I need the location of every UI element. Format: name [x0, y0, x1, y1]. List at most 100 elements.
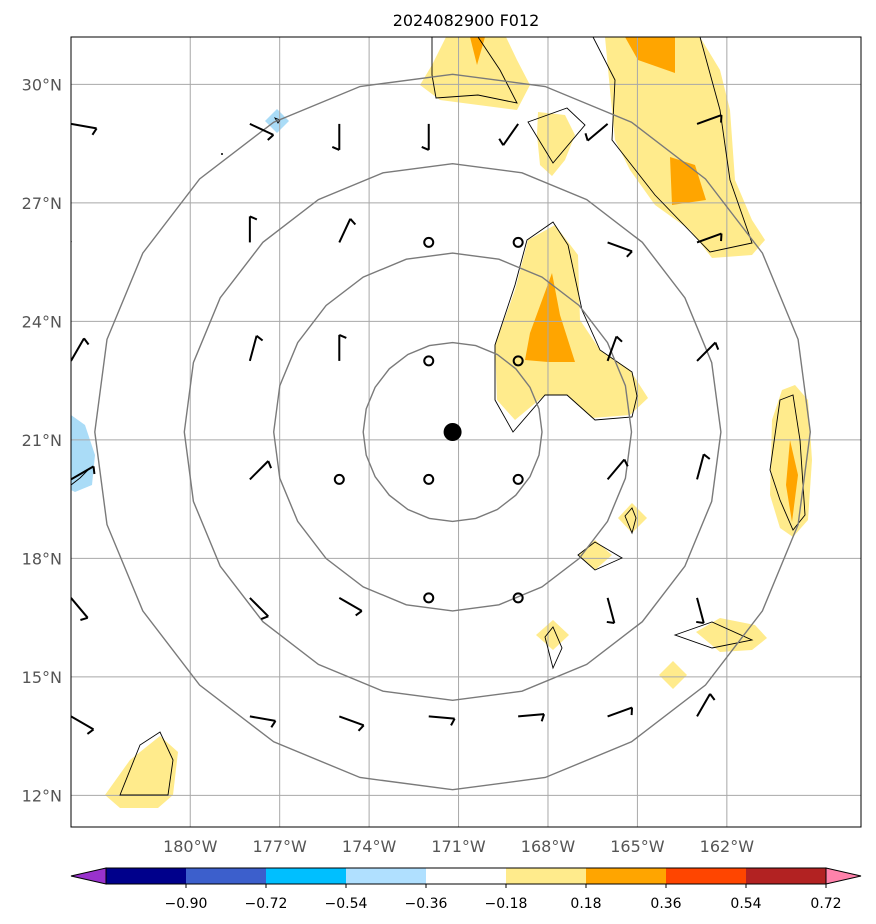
storm-center-marker: [443, 423, 462, 441]
lat-tick-label-1: 15°N: [22, 668, 62, 687]
graticule: [71, 37, 861, 827]
outline-north: [431, 37, 518, 104]
colorbar-tick-label-5: 0.18: [570, 896, 601, 912]
colorbar-segment-8: [666, 868, 747, 884]
outline-center: [494, 221, 638, 433]
outline-west: [71, 469, 89, 486]
anomaly-fill: [71, 37, 812, 808]
colorbar-segment-4: [346, 868, 427, 884]
colorbar-tick-label-6: 0.36: [650, 896, 681, 912]
lat-tick-label-4: 24°N: [22, 312, 62, 331]
wind-barb-24: [606, 597, 616, 625]
fill-region-north: [420, 37, 530, 110]
wind-barb-31: [607, 706, 634, 718]
wind-barb-28: [338, 715, 365, 732]
calm-marker-1: [512, 236, 524, 248]
wind-barb-0: [71, 122, 98, 136]
colorbar-segment-6: [506, 868, 587, 884]
wind-barb-22: [249, 597, 269, 621]
range-rings: [94, 73, 812, 791]
wind-barb-16: [696, 341, 720, 362]
latitude-labels: 12°N 15°N 18°N 21°N 24°N 27°N 30°N: [22, 75, 62, 805]
fill-orange-northeast-2: [670, 157, 706, 205]
map-panel: [70, 36, 862, 828]
lat-tick-label-2: 18°N: [22, 549, 62, 568]
colorbar-segment-2: [186, 868, 267, 884]
wind-barb-32: [696, 693, 716, 717]
colorbar-segment-5: [426, 868, 507, 884]
outline-small-3: [544, 626, 563, 670]
colorbar-tick-label-8: 0.72: [810, 896, 841, 912]
colorbar-segment-7: [586, 868, 667, 884]
wind-barb-27: [249, 715, 277, 728]
wind-barb-30: [518, 713, 546, 722]
colorbar-frame: [105, 867, 827, 885]
outline-north-small: [527, 107, 586, 164]
wind-barb-13: [248, 335, 264, 362]
wind-barb-25: [696, 597, 705, 625]
fill-region-west: [71, 415, 95, 492]
small-dot-marker: [221, 153, 223, 155]
calm-marker-6: [512, 473, 524, 485]
fill-region-small-1: [618, 503, 647, 533]
colorbar-tick-label-3: −0.36: [405, 896, 448, 912]
map-background: [71, 37, 861, 827]
lon-tick-label-2: 174°W: [342, 837, 397, 856]
lon-tick-label-3: 171°W: [431, 837, 486, 856]
calm-marker-8: [512, 592, 524, 604]
colorbar-segment-9: [746, 868, 827, 884]
colorbar-tick-label-2: −0.54: [325, 896, 368, 912]
wind-barb-2: [331, 123, 341, 151]
range-ring-3: [94, 73, 812, 791]
colorbar-segment-1: [106, 868, 187, 884]
calm-marker-7: [423, 592, 435, 604]
fill-orange-north: [470, 37, 485, 65]
outline-southeast: [673, 621, 754, 649]
lon-tick-label-1: 177°W: [252, 837, 307, 856]
fill-region-north-small: [537, 112, 575, 176]
outline-northeast: [592, 37, 753, 253]
wind-barb-4: [498, 123, 519, 146]
fill-region-southeast: [696, 618, 767, 652]
outline-small-2: [577, 541, 623, 571]
lat-tick-label-0: 12°N: [22, 786, 62, 805]
fill-orange-east: [786, 440, 798, 522]
wind-barb-5: [584, 123, 609, 142]
wind-barb-11: [696, 232, 723, 244]
lon-tick-label-5: 165°W: [610, 837, 665, 856]
outline-small-1: [624, 507, 637, 535]
lat-tick-label-6: 30°N: [22, 75, 62, 94]
colorbar: −0.90 −0.72 −0.54 −0.36 −0.18 0.18 0.36 0.54 0.7…: [70, 867, 862, 912]
wind-barb-18: [249, 460, 273, 481]
calm-marker-2: [423, 355, 435, 367]
colorbar-tick-label-1: −0.72: [245, 896, 288, 912]
calm-wind-markers: [333, 236, 524, 604]
wind-barb-19: [606, 458, 629, 481]
wind-barb-12: [71, 337, 90, 362]
fill-orange-center: [525, 273, 575, 362]
colorbar-segment-3: [266, 868, 347, 884]
fill-region-small-3: [536, 620, 569, 650]
colorbar-extend-low: [70, 867, 107, 885]
fill-region-southwest: [105, 736, 178, 808]
lat-tick-label-3: 21°N: [22, 431, 62, 450]
lon-tick-label-6: 162°W: [700, 837, 755, 856]
wind-barb-17: [71, 465, 96, 481]
colorbar-extend-high: [825, 867, 862, 885]
colorbar-tick-label-0: −0.90: [165, 896, 208, 912]
wind-barb-6: [696, 114, 723, 125]
map-title: 2024082900 F012: [393, 11, 540, 30]
lon-tick-label-0: 180°W: [163, 837, 218, 856]
range-ring-1: [272, 252, 633, 612]
wind-barb-10: [607, 241, 633, 258]
range-ring-2: [183, 162, 722, 702]
calm-marker-5: [423, 473, 435, 485]
map-frame: [70, 36, 862, 828]
wind-barb-20: [696, 453, 711, 480]
wind-barb-3: [421, 123, 430, 151]
lat-tick-label-5: 27°N: [22, 194, 62, 213]
wind-barb-26: [71, 715, 95, 735]
calm-marker-4: [333, 473, 345, 485]
colorbar-tick-label-7: 0.54: [730, 896, 761, 912]
